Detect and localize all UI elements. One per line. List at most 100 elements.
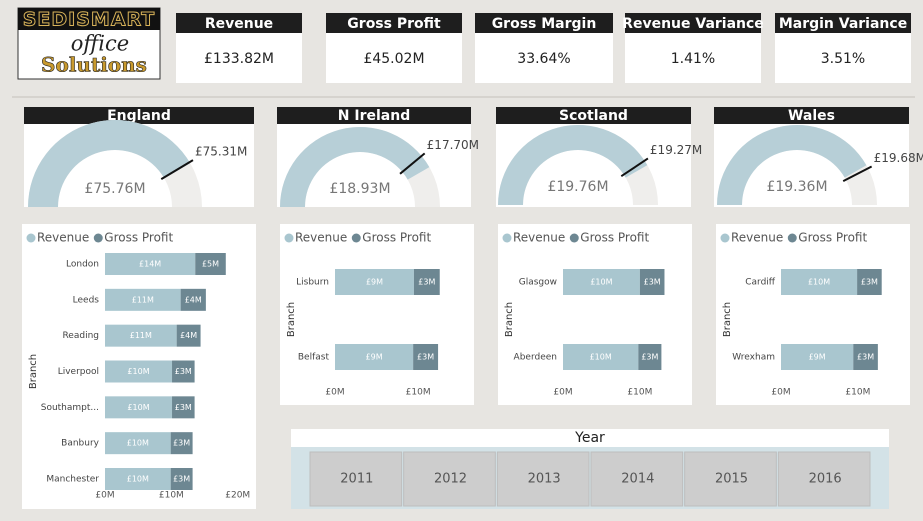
slicer-item[interactable] xyxy=(777,451,871,507)
bar-segment xyxy=(105,324,177,347)
legend-label: Gross Profit xyxy=(580,231,649,245)
gauge-target xyxy=(842,165,873,183)
y-axis-label: Branch xyxy=(28,354,39,389)
slicer-item-label: 2013 xyxy=(528,472,561,487)
category-label: Cardiff xyxy=(745,278,776,288)
bar-value-label: £3M xyxy=(418,278,435,287)
bar-value-label: £11M xyxy=(130,331,152,340)
legend-swatch xyxy=(569,233,579,243)
slicer-item[interactable] xyxy=(309,451,403,507)
legend-swatch xyxy=(502,233,512,243)
slicer-item-label: 2015 xyxy=(715,472,748,487)
bar-segment xyxy=(105,253,196,275)
legend-swatch xyxy=(720,233,730,243)
y-axis-label: Branch xyxy=(286,302,297,337)
bar-value-label: £5M xyxy=(202,260,219,269)
bar-segment xyxy=(105,288,181,311)
gauge-header xyxy=(277,107,471,124)
x-tick-label: £10M xyxy=(627,388,652,398)
bar-value-label: £4M xyxy=(180,331,197,340)
gauge-target xyxy=(399,152,426,175)
legend-swatch xyxy=(787,233,797,243)
y-axis-label: Branch xyxy=(722,302,733,337)
slicer-item-label: 2014 xyxy=(621,472,654,487)
kpi-value: 3.51% xyxy=(821,51,865,67)
slicer-item[interactable] xyxy=(590,451,684,507)
x-tick-label: £20M xyxy=(225,491,250,501)
gauge-target xyxy=(160,159,194,181)
chart-panel xyxy=(280,224,474,405)
gauge-header xyxy=(24,107,254,124)
bar-segment xyxy=(853,344,878,370)
bar-segment xyxy=(170,432,193,455)
gauge-header xyxy=(496,107,691,124)
bar-value-label: £10M xyxy=(590,353,612,362)
legend-label: Revenue xyxy=(37,231,89,245)
slicer-item[interactable] xyxy=(403,451,496,507)
bar-segment xyxy=(335,269,414,295)
bar-segment xyxy=(105,468,171,490)
bar-segment xyxy=(781,344,854,370)
gauge-value-label: £19.36M xyxy=(766,179,827,195)
kpi-title: Gross Margin xyxy=(492,16,597,32)
legend-label: Revenue xyxy=(295,231,347,245)
x-tick-label: £10M xyxy=(159,491,184,501)
slicer-title: Year xyxy=(574,430,605,446)
logo-band xyxy=(18,8,160,30)
category-label: Southampt... xyxy=(41,403,99,413)
kpi-header xyxy=(625,13,761,33)
bar-value-label: £3M xyxy=(175,367,192,376)
divider xyxy=(12,96,915,98)
bar-value-label: £3M xyxy=(861,278,878,287)
bar-segment xyxy=(563,344,639,370)
bar-segment xyxy=(172,396,195,419)
category-label: Reading xyxy=(62,331,99,341)
chart-panel xyxy=(498,224,692,405)
bar-value-label: £3M xyxy=(644,278,661,287)
kpi-header xyxy=(775,13,911,33)
legend-label: Revenue xyxy=(513,231,565,245)
kpi-title: Revenue Variance xyxy=(622,16,764,32)
bar-value-label: £3M xyxy=(173,439,190,448)
category-label: Wrexham xyxy=(732,353,775,363)
bar-value-label: £3M xyxy=(857,353,874,362)
bar-value-label: £3M xyxy=(173,475,190,484)
bar-segment xyxy=(105,432,171,455)
category-label: Liverpool xyxy=(58,367,99,377)
bar-segment xyxy=(413,269,440,295)
bar-value-label: £9M xyxy=(366,353,383,362)
slicer-item-label: 2016 xyxy=(809,472,842,487)
logo-line2: Solutions xyxy=(41,53,147,77)
gauge-fill xyxy=(498,124,648,205)
bar-segment xyxy=(105,360,173,383)
bar-value-label: £4M xyxy=(185,295,202,304)
slicer-item[interactable] xyxy=(684,451,777,507)
gauge-fill xyxy=(280,126,430,207)
gauge-title: Scotland xyxy=(559,108,628,124)
x-tick-label: £0M xyxy=(95,491,114,501)
kpi-title: Gross Profit xyxy=(347,16,441,32)
chart-panel xyxy=(716,224,910,405)
gauge-title: England xyxy=(107,108,171,124)
slicer-item[interactable] xyxy=(496,451,590,507)
category-label: Aberdeen xyxy=(514,353,557,363)
x-tick-label: £10M xyxy=(406,388,431,398)
gauge-value-label: £19.76M xyxy=(547,179,608,195)
legend-label: Gross Profit xyxy=(798,231,867,245)
legend-swatch xyxy=(93,233,103,243)
bar-segment xyxy=(180,288,206,311)
logo-brand: SEDISMART xyxy=(23,9,156,31)
bar-value-label: £14M xyxy=(139,260,161,269)
bar-segment xyxy=(413,344,439,370)
bar-value-label: £10M xyxy=(127,367,149,376)
x-tick-label: £10M xyxy=(845,388,870,398)
gauge-value-label: £75.76M xyxy=(84,181,145,197)
bar-segment xyxy=(857,269,882,295)
logo: SEDISMART office Solutions xyxy=(17,7,161,80)
x-tick-label: £0M xyxy=(325,388,344,398)
bar-segment xyxy=(195,253,226,275)
bar-value-label: £10M xyxy=(127,439,149,448)
bar-segment xyxy=(170,468,193,490)
y-axis-label: Branch xyxy=(504,302,515,337)
kpi-header xyxy=(475,13,613,33)
